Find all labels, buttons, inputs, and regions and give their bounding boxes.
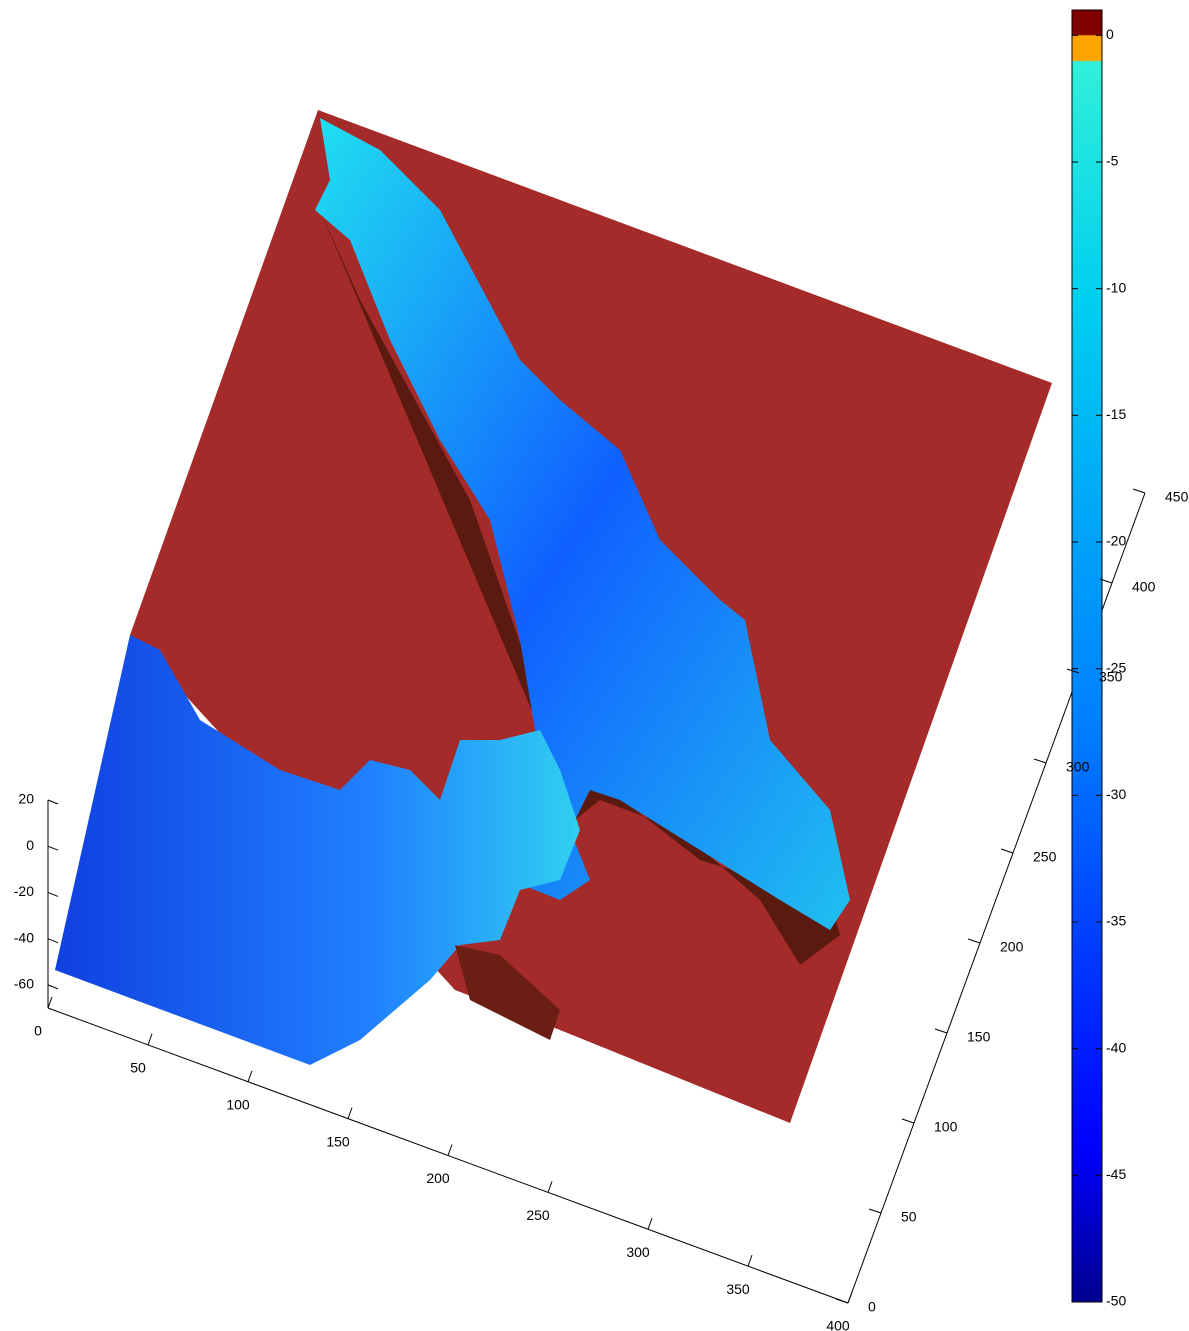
colorbar-tick-label: -10 <box>1106 279 1126 295</box>
x-tick-label: 400 <box>826 1318 850 1331</box>
y-tick <box>1132 488 1146 494</box>
y-tick-label: 150 <box>967 1029 991 1045</box>
y-tick-label: 400 <box>1132 579 1156 595</box>
y-tick-label: 200 <box>1000 939 1024 955</box>
x-tick-label: 250 <box>526 1207 550 1223</box>
y-tick-label: 0 <box>868 1299 876 1315</box>
y-tick <box>901 1118 915 1124</box>
y-tick-label: 300 <box>1066 759 1090 775</box>
y-tick <box>967 938 981 944</box>
x-tick <box>647 1218 653 1230</box>
colorbar-tick-label: -40 <box>1106 1039 1126 1055</box>
x-tick <box>47 996 53 1009</box>
z-tick-label: -40 <box>14 929 34 945</box>
x-tick-label: 0 <box>34 1023 42 1039</box>
x-tick-label: 50 <box>130 1060 146 1076</box>
z-tick <box>47 799 59 805</box>
y-tick <box>1066 668 1080 674</box>
x-tick <box>247 1070 253 1082</box>
y-tick-label: 50 <box>901 1209 917 1225</box>
y-tick-label: 450 <box>1165 489 1189 505</box>
colorbar-tick-label: -45 <box>1106 1166 1126 1182</box>
x-tick-label: 200 <box>426 1170 450 1186</box>
inlet <box>455 945 560 1040</box>
y-tick <box>868 1208 882 1214</box>
x-tick-label: 150 <box>326 1133 350 1149</box>
z-tick <box>47 845 59 851</box>
y-tick-label: 250 <box>1033 849 1057 865</box>
z-tick-label: 0 <box>26 837 34 853</box>
x-tick <box>347 1107 353 1119</box>
surface <box>55 110 1052 1123</box>
colorbar-tick-label: -50 <box>1106 1293 1126 1309</box>
z-tick-label: 20 <box>18 791 34 807</box>
colorbar-tick-label: -15 <box>1106 406 1126 422</box>
z-tick-label: -60 <box>14 976 34 992</box>
y-tick <box>1099 578 1113 584</box>
colorbar-tick-label: 0 <box>1106 26 1114 42</box>
z-tick <box>47 891 59 897</box>
left-basin <box>55 635 580 1065</box>
z-tick-label: -20 <box>14 883 34 899</box>
x-tick <box>147 1033 153 1046</box>
x-tick-label: 350 <box>726 1281 750 1297</box>
x-tick <box>747 1254 753 1267</box>
colorbar-tick-label: -30 <box>1106 786 1126 802</box>
z-tick <box>47 938 59 944</box>
y-tick <box>1000 848 1014 854</box>
x-tick <box>847 1291 853 1304</box>
x-tick-label: 100 <box>226 1096 250 1112</box>
x-tick <box>447 1144 453 1156</box>
colorbar-tick-label: -35 <box>1106 913 1126 929</box>
colorbar <box>1071 9 1103 1303</box>
y-tick <box>835 1298 849 1304</box>
colorbar-tick-label: -20 <box>1106 533 1126 549</box>
x-tick-label: 300 <box>626 1244 650 1260</box>
y-tick-label: 100 <box>934 1119 958 1135</box>
y-tick <box>934 1028 948 1034</box>
colorbar-tick-label: -5 <box>1106 153 1119 169</box>
colorbar-tick-label: -25 <box>1106 659 1126 675</box>
y-tick-label: 350 <box>1099 669 1123 685</box>
z-tick <box>47 984 59 990</box>
channel <box>315 118 850 930</box>
y-tick <box>1033 758 1047 764</box>
x-tick <box>547 1181 553 1193</box>
